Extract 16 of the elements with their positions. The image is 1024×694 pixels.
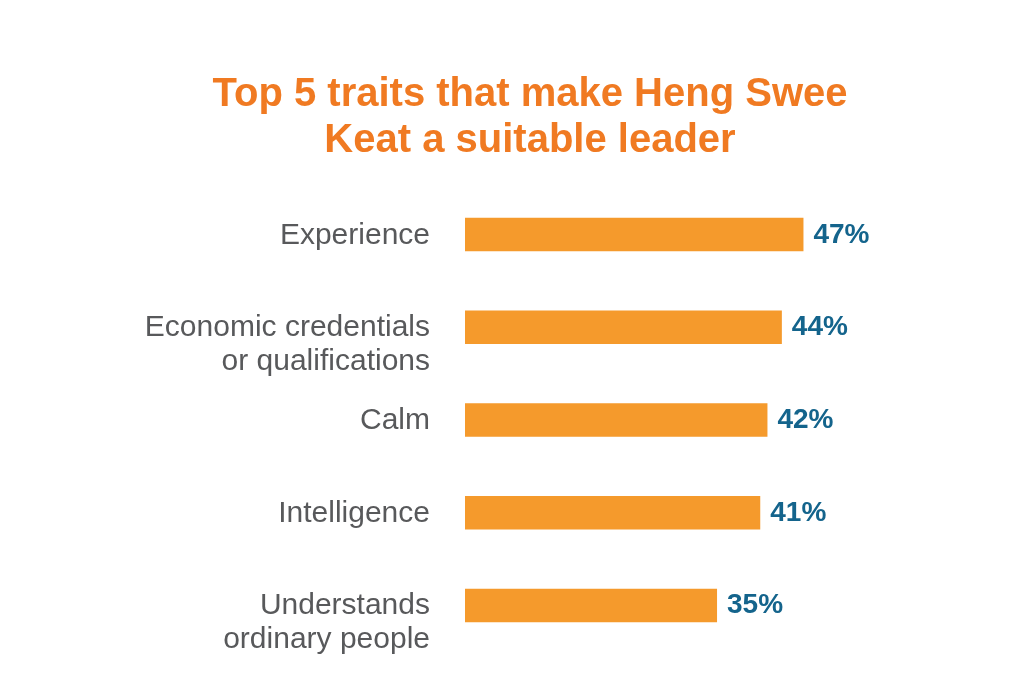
chart-title: Top 5 traits that make Heng Swee Keat a suitable leader xyxy=(212,70,848,160)
y-tick-label: Calm xyxy=(359,402,430,435)
data-label: 41% xyxy=(770,495,827,527)
y-tick-label: Understands ordinary people xyxy=(223,587,430,655)
data-label: 44% xyxy=(791,310,848,342)
data-label: 47% xyxy=(813,217,870,249)
data-label: 35% xyxy=(727,588,784,620)
bar xyxy=(465,217,804,252)
bar xyxy=(465,403,768,437)
y-tick-label: Intelligence xyxy=(278,494,430,528)
data-label: 42% xyxy=(777,403,834,434)
bar xyxy=(465,496,761,530)
y-tick-label: Economic credentials or qualifications xyxy=(144,309,430,377)
bar xyxy=(465,310,782,344)
bar xyxy=(465,588,718,623)
y-tick-label: Experience xyxy=(279,216,430,250)
